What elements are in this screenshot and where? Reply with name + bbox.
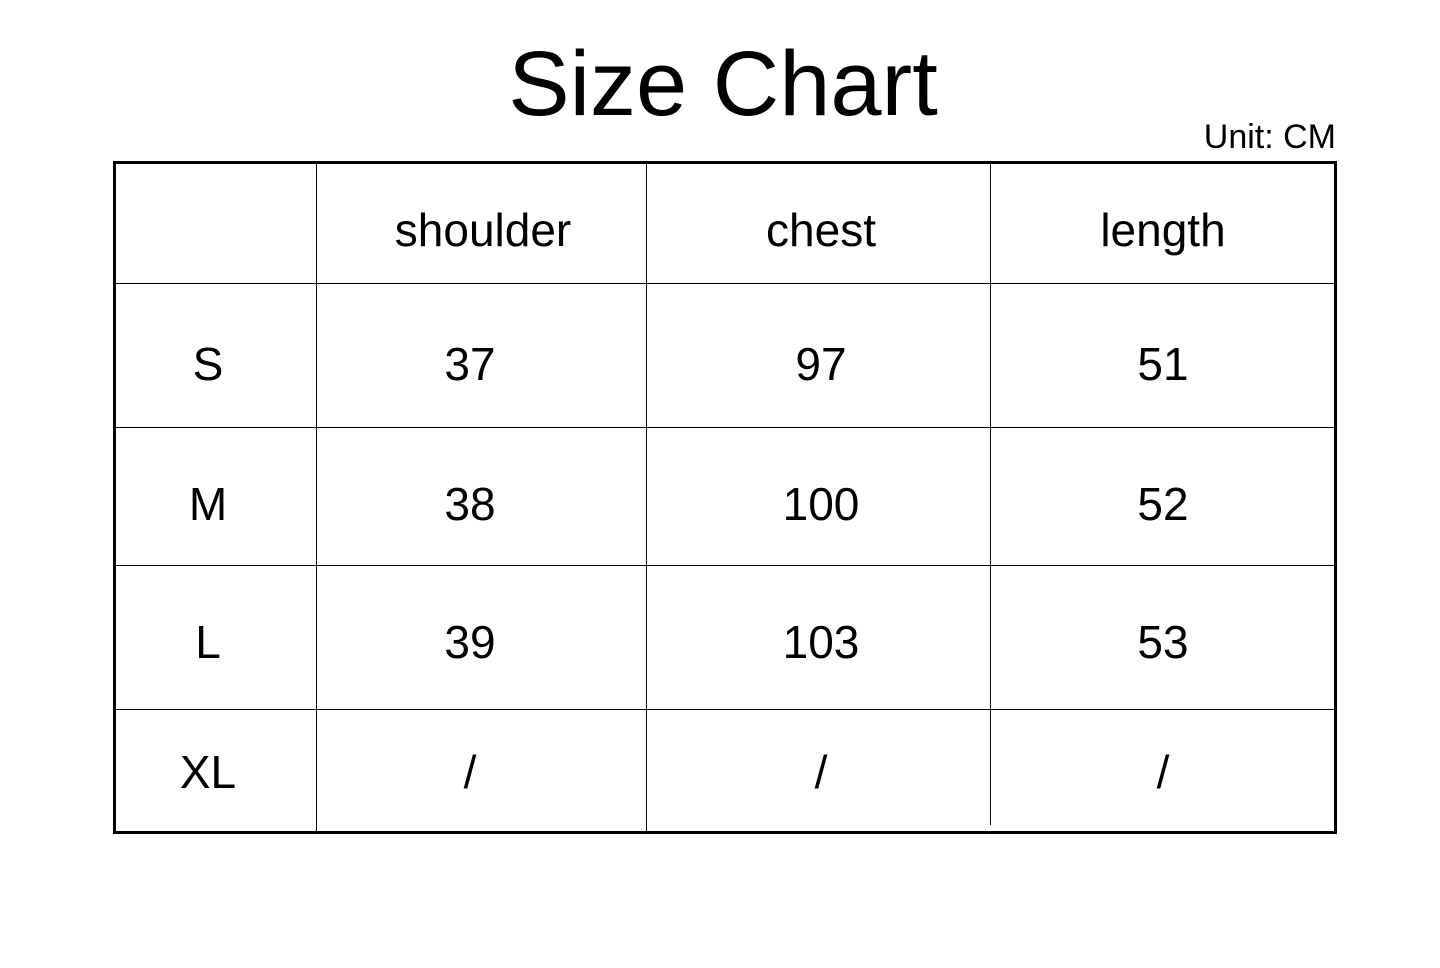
col-divider bbox=[316, 164, 317, 831]
col-divider bbox=[646, 164, 647, 831]
table-cell: 37 bbox=[444, 338, 496, 390]
column-header: chest bbox=[766, 204, 876, 256]
table-cell: 103 bbox=[782, 616, 860, 668]
table-cell: / bbox=[814, 746, 828, 798]
column-header: length bbox=[1100, 204, 1226, 256]
page-title: Size Chart bbox=[508, 33, 938, 135]
table-cell: 39 bbox=[444, 616, 496, 668]
row-divider bbox=[116, 565, 1334, 566]
table-cell: 100 bbox=[782, 478, 860, 530]
size-table: shoulder chest length S 37 97 51 M 38 100 52 L 39 103… bbox=[113, 161, 1337, 834]
table-cell: 52 bbox=[1137, 478, 1189, 530]
size-label: L bbox=[195, 616, 221, 668]
unit-label: Unit: CM bbox=[1203, 118, 1336, 156]
row-divider bbox=[116, 427, 1334, 428]
table-cell: / bbox=[463, 746, 477, 798]
size-label: M bbox=[188, 478, 228, 530]
table-cell: 38 bbox=[444, 478, 496, 530]
size-label: XL bbox=[179, 746, 237, 798]
row-divider bbox=[116, 283, 1334, 284]
table-cell: 97 bbox=[795, 338, 847, 390]
table-cell: 51 bbox=[1137, 338, 1189, 390]
col-divider bbox=[990, 164, 991, 825]
table-cell: 53 bbox=[1137, 616, 1189, 668]
column-header: shoulder bbox=[394, 204, 572, 256]
size-label: S bbox=[192, 338, 224, 390]
row-divider bbox=[116, 709, 1334, 710]
table-cell: / bbox=[1156, 746, 1170, 798]
